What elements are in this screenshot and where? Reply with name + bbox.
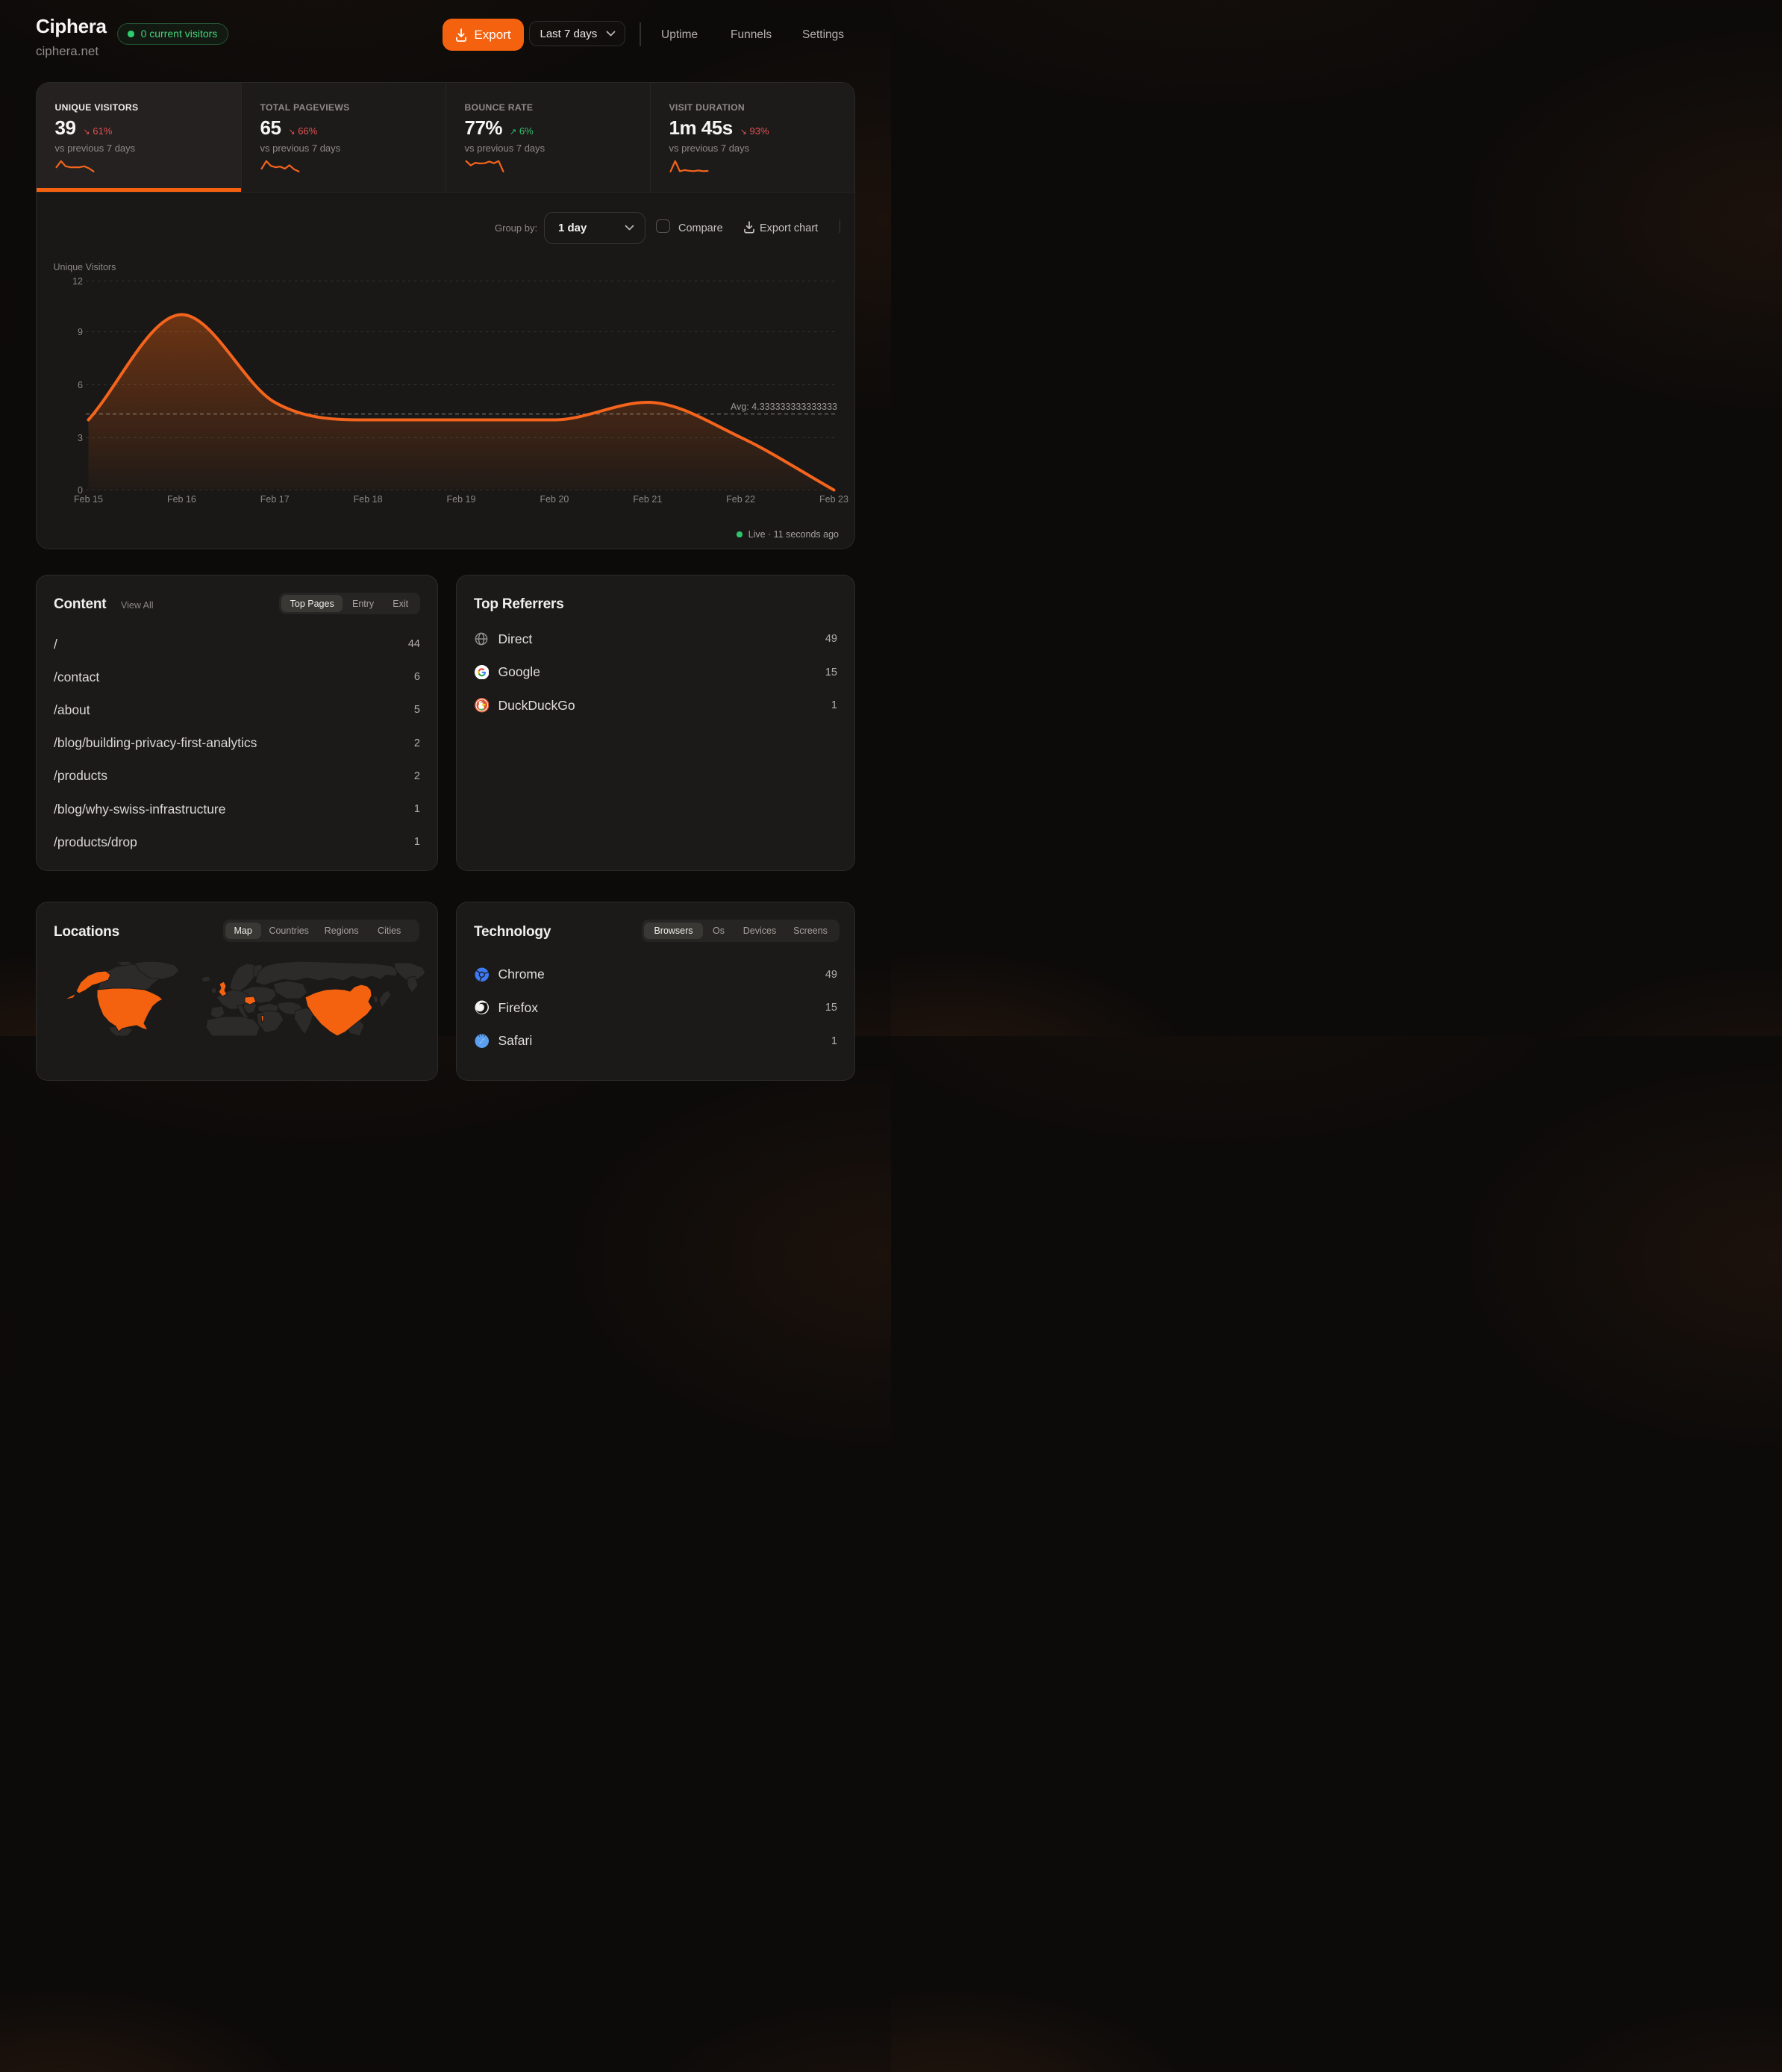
svg-text:Feb 16: Feb 16 — [167, 494, 196, 505]
svg-text:Feb 21: Feb 21 — [633, 494, 662, 505]
svg-text:Feb 22: Feb 22 — [726, 494, 755, 505]
svg-text:Feb 17: Feb 17 — [260, 494, 290, 505]
svg-text:3: 3 — [78, 433, 83, 443]
svg-text:0: 0 — [78, 485, 83, 496]
svg-text:Avg: 4.333333333333333: Avg: 4.333333333333333 — [731, 402, 837, 412]
svg-text:6: 6 — [78, 380, 83, 390]
svg-text:Feb 15: Feb 15 — [74, 494, 103, 505]
svg-text:Feb 23: Feb 23 — [819, 494, 848, 505]
svg-text:12: 12 — [72, 276, 83, 287]
svg-text:9: 9 — [78, 327, 83, 337]
svg-text:Feb 20: Feb 20 — [540, 494, 569, 505]
svg-text:Feb 18: Feb 18 — [354, 494, 383, 505]
svg-text:Feb 19: Feb 19 — [447, 494, 476, 505]
